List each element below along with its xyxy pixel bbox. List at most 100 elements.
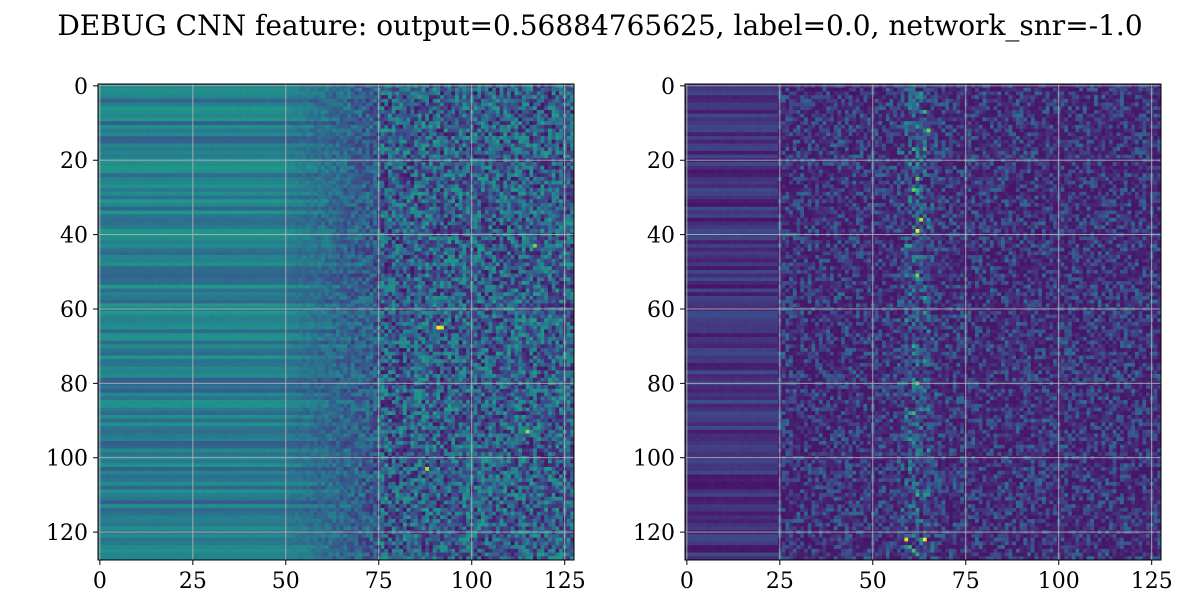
heatmap-cell	[209, 199, 214, 204]
heatmap-cell	[477, 147, 482, 152]
heatmap-cell	[507, 128, 512, 133]
heatmap-cell	[350, 206, 355, 211]
heatmap-cell	[347, 191, 352, 196]
heatmap-cell	[547, 98, 553, 103]
heatmap-cell	[388, 165, 393, 170]
heatmap-cell	[555, 95, 560, 100]
heatmap-cell	[298, 136, 303, 141]
heatmap-cell	[518, 188, 523, 193]
heatmap-cell	[239, 124, 244, 129]
heatmap-cell	[220, 121, 225, 126]
heatmap-cell	[250, 121, 255, 126]
heatmap-cell	[410, 110, 415, 115]
heatmap-cell	[295, 91, 300, 96]
heatmap-cell	[406, 102, 411, 107]
heatmap-cell	[347, 150, 352, 156]
heatmap-cell	[354, 184, 359, 189]
heatmap-cell	[269, 188, 274, 193]
heatmap-cell	[257, 173, 262, 178]
heatmap-cell	[421, 91, 426, 96]
heatmap-cell	[127, 221, 132, 226]
heatmap-cell	[443, 221, 448, 226]
heatmap-cell	[503, 106, 508, 111]
heatmap-cell	[324, 106, 329, 111]
heatmap-cell	[172, 165, 177, 170]
heatmap-cell	[257, 176, 262, 182]
heatmap-cell	[514, 150, 519, 156]
heatmap-cell	[343, 136, 348, 141]
heatmap-cell	[105, 150, 110, 156]
heatmap-cell	[566, 113, 571, 118]
heatmap-cell	[473, 132, 478, 137]
heatmap-cell	[388, 121, 393, 126]
heatmap-cell	[213, 176, 218, 182]
heatmap-cell	[198, 165, 203, 170]
heatmap-cell	[347, 110, 352, 115]
heatmap-cell	[164, 110, 170, 115]
heatmap-cell	[269, 203, 274, 208]
heatmap-cell	[269, 169, 274, 174]
heatmap-cell	[395, 169, 400, 174]
heatmap-cell	[369, 121, 374, 126]
heatmap-cell	[455, 136, 460, 141]
heatmap-cell	[291, 210, 296, 215]
heatmap-cell	[336, 95, 341, 100]
heatmap-cell	[388, 195, 393, 200]
heatmap-cell	[369, 95, 374, 100]
heatmap-cell	[440, 203, 445, 208]
heatmap-cell	[473, 221, 478, 226]
heatmap-cell	[235, 221, 240, 226]
heatmap-cell	[261, 106, 266, 111]
heatmap-cell	[321, 150, 326, 156]
heatmap-cell	[101, 98, 106, 103]
heatmap-cell	[213, 184, 218, 189]
heatmap-cell	[369, 169, 374, 174]
heatmap-cell	[473, 117, 478, 122]
heatmap-cell	[332, 102, 337, 107]
heatmap-cell	[135, 132, 140, 137]
heatmap-cell	[183, 225, 188, 230]
heatmap-cell	[514, 165, 519, 170]
heatmap-cell	[458, 102, 463, 107]
heatmap-cell	[321, 113, 326, 118]
heatmap-cell	[257, 139, 262, 144]
heatmap-cell	[295, 206, 300, 211]
heatmap-cell	[406, 95, 411, 100]
heatmap-cell	[547, 180, 553, 185]
heatmap-cell	[495, 173, 500, 178]
heatmap-cell	[109, 121, 114, 126]
heatmap-cell	[254, 139, 259, 144]
heatmap-cell	[399, 136, 404, 141]
heatmap-cell	[291, 124, 296, 129]
heatmap-cell	[105, 176, 110, 182]
heatmap-cell	[213, 98, 218, 103]
heatmap-cell	[428, 128, 434, 133]
heatmap-cell	[109, 206, 114, 211]
heatmap-cell	[243, 143, 248, 148]
heatmap-cell	[209, 165, 214, 170]
heatmap-cell	[428, 95, 434, 100]
heatmap-cell	[161, 121, 166, 126]
heatmap-cell	[124, 199, 129, 204]
heatmap-cell	[127, 98, 132, 103]
heatmap-cell	[388, 102, 393, 107]
heatmap-cell	[112, 188, 117, 193]
heatmap-cell	[265, 121, 270, 126]
heatmap-cell	[570, 195, 575, 200]
heatmap-cell	[555, 214, 560, 219]
heatmap-cell	[339, 169, 344, 174]
heatmap-cell	[298, 132, 303, 137]
heatmap-cell	[228, 132, 233, 137]
heatmap-cell	[105, 180, 110, 185]
heatmap-cell	[298, 121, 303, 126]
heatmap-cell	[105, 210, 110, 215]
heatmap-cell	[521, 128, 527, 133]
heatmap-cell	[205, 225, 210, 230]
heatmap-cell	[477, 136, 482, 141]
heatmap-cell	[462, 87, 467, 92]
heatmap-cell	[536, 147, 541, 152]
heatmap-cell	[417, 165, 422, 170]
heatmap-cell	[276, 165, 281, 170]
heatmap-cell	[205, 147, 210, 152]
heatmap-cell	[198, 91, 203, 96]
